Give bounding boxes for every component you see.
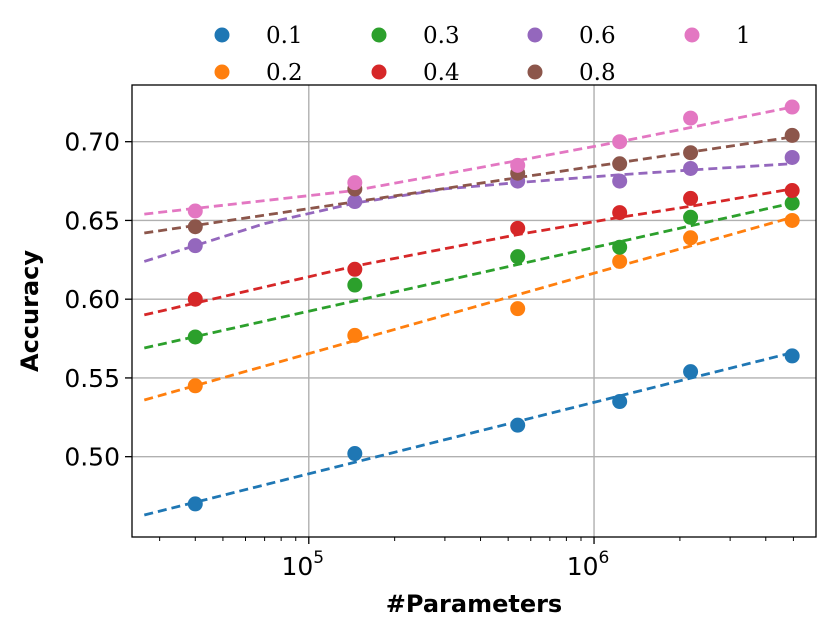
fit-line-1 bbox=[144, 105, 793, 216]
legend-label: 0.8 bbox=[579, 60, 616, 86]
legend-marker bbox=[214, 64, 230, 80]
data-point-0-3 bbox=[347, 277, 363, 293]
y-tick-label: 0.70 bbox=[64, 128, 120, 157]
legend-label: 0.2 bbox=[266, 60, 303, 86]
data-point-0-8 bbox=[612, 156, 628, 172]
x-tick-label-base: 10 bbox=[281, 552, 313, 581]
legend-entry: 1 bbox=[684, 23, 751, 49]
legend-entry: 0.6 bbox=[527, 23, 616, 49]
fit-lines bbox=[143, 105, 793, 517]
legend-entry: 0.1 bbox=[214, 23, 303, 49]
data-point-0-1 bbox=[347, 446, 363, 462]
fit-line-0-4 bbox=[143, 187, 793, 317]
x-tick-label-base: 10 bbox=[567, 552, 599, 581]
data-point-1 bbox=[612, 134, 628, 150]
y-tick-label: 0.65 bbox=[64, 206, 120, 235]
data-point-0-4 bbox=[510, 220, 526, 236]
data-point-0-3 bbox=[784, 195, 800, 211]
legend-marker bbox=[527, 27, 543, 43]
fit-line-0-6 bbox=[143, 162, 793, 263]
fit-line-0-8 bbox=[144, 135, 793, 235]
data-point-0-6 bbox=[347, 194, 363, 210]
data-point-1 bbox=[187, 203, 203, 219]
data-point-0-4 bbox=[612, 205, 628, 221]
data-point-0-2 bbox=[510, 301, 526, 317]
data-point-0-1 bbox=[683, 364, 699, 380]
data-point-0-6 bbox=[187, 238, 203, 254]
data-point-0-1 bbox=[510, 417, 526, 433]
data-point-0-6 bbox=[612, 173, 628, 189]
y-axis-title: Accuracy bbox=[16, 250, 44, 372]
legend: 0.1 0.2 0.3 0.4 0.6 0.8 1 bbox=[214, 23, 751, 86]
data-point-0-3 bbox=[612, 239, 628, 255]
data-point-0-6 bbox=[683, 160, 699, 176]
fit-line-0-3 bbox=[143, 201, 793, 350]
data-point-0-1 bbox=[187, 496, 203, 512]
data-point-0-1 bbox=[612, 394, 628, 410]
data-point-0-6 bbox=[784, 149, 800, 165]
y-tick-label: 0.55 bbox=[64, 364, 120, 393]
legend-marker bbox=[214, 27, 230, 43]
data-point-0-8 bbox=[187, 219, 203, 235]
grid-lines bbox=[132, 85, 816, 537]
legend-marker bbox=[371, 27, 387, 43]
data-point-0-2 bbox=[683, 230, 699, 246]
y-tick-label: 0.50 bbox=[64, 443, 120, 472]
legend-label: 0.4 bbox=[423, 60, 460, 86]
legend-entry: 0.2 bbox=[214, 60, 303, 86]
x-tick-label: 105 bbox=[281, 548, 324, 581]
data-point-0-8 bbox=[683, 145, 699, 161]
data-point-0-3 bbox=[510, 249, 526, 265]
data-point-0-1 bbox=[784, 348, 800, 364]
legend-marker bbox=[684, 27, 700, 43]
legend-label: 1 bbox=[736, 23, 751, 49]
data-point-1 bbox=[784, 99, 800, 115]
x-tick-label: 106 bbox=[567, 548, 610, 581]
data-point-0-8 bbox=[784, 127, 800, 143]
data-point-0-4 bbox=[347, 261, 363, 277]
data-point-1 bbox=[510, 157, 526, 173]
data-point-0-2 bbox=[612, 253, 628, 269]
data-point-0-2 bbox=[347, 327, 363, 343]
data-point-0-3 bbox=[187, 329, 203, 345]
legend-marker bbox=[371, 64, 387, 80]
data-points bbox=[187, 99, 800, 512]
data-point-1 bbox=[347, 175, 363, 191]
data-point-1 bbox=[683, 110, 699, 126]
x-tick-label-exponent: 5 bbox=[313, 548, 324, 568]
legend-entry: 0.3 bbox=[371, 23, 460, 49]
legend-entry: 0.8 bbox=[527, 60, 616, 86]
x-tick-label-exponent: 6 bbox=[599, 548, 610, 568]
fit-line-0-2 bbox=[143, 215, 793, 402]
legend-marker bbox=[527, 64, 543, 80]
plot-frame bbox=[131, 84, 817, 538]
legend-entry: 0.4 bbox=[371, 60, 460, 86]
legend-label: 0.1 bbox=[266, 23, 303, 49]
y-tick-label: 0.60 bbox=[64, 285, 120, 314]
x-axis-title: #Parameters bbox=[386, 590, 562, 618]
data-point-0-3 bbox=[683, 209, 699, 225]
data-point-0-4 bbox=[187, 291, 203, 307]
legend-label: 0.6 bbox=[579, 23, 616, 49]
legend-label: 0.3 bbox=[423, 23, 460, 49]
data-point-0-2 bbox=[187, 378, 203, 394]
data-point-0-4 bbox=[683, 190, 699, 206]
data-point-0-4 bbox=[784, 183, 800, 199]
data-point-0-2 bbox=[784, 212, 800, 228]
